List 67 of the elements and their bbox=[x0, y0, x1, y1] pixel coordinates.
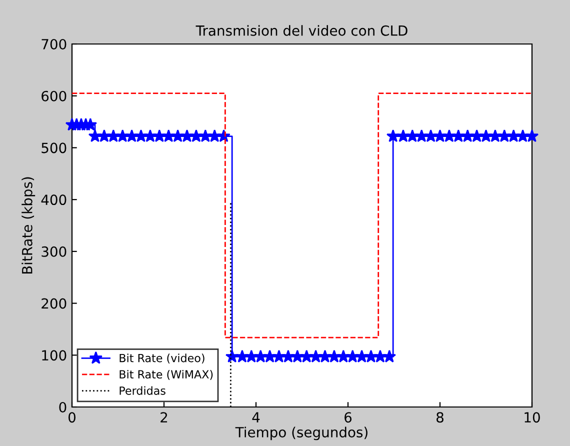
point bbox=[144, 129, 157, 142]
point bbox=[328, 350, 341, 362]
point bbox=[516, 129, 530, 142]
point bbox=[171, 129, 184, 142]
point bbox=[414, 129, 428, 142]
y-tick-label: 300 bbox=[42, 246, 66, 257]
point bbox=[272, 350, 286, 362]
x-tick-label: 2 bbox=[160, 412, 168, 422]
legend-label: Bit Rate (video) bbox=[120, 354, 204, 364]
point bbox=[300, 350, 314, 362]
y-tick-label: 700 bbox=[42, 38, 66, 50]
y-tick-label: 400 bbox=[41, 194, 66, 206]
point bbox=[208, 129, 222, 142]
point bbox=[424, 129, 438, 142]
point bbox=[152, 129, 166, 142]
point bbox=[525, 129, 539, 142]
point bbox=[282, 350, 295, 362]
point bbox=[498, 129, 512, 142]
x-tick-label: 8 bbox=[436, 412, 444, 423]
point bbox=[479, 129, 493, 142]
legend-label: Bit Rate (WiMAX) bbox=[120, 370, 213, 380]
point bbox=[244, 350, 258, 362]
point bbox=[386, 129, 400, 142]
point bbox=[88, 129, 102, 142]
point bbox=[364, 350, 378, 362]
point bbox=[290, 350, 304, 362]
y-axis-title: BitRate (kbps) bbox=[22, 177, 36, 274]
legend-label: Perdidas bbox=[120, 386, 166, 395]
point bbox=[106, 129, 120, 142]
point bbox=[470, 129, 484, 142]
point bbox=[134, 129, 148, 142]
point bbox=[460, 129, 474, 142]
point bbox=[433, 129, 447, 142]
point bbox=[309, 350, 322, 362]
y-tick-label: 100 bbox=[42, 350, 66, 361]
point bbox=[442, 129, 456, 142]
x-axis-title: Tiempo (segundos) bbox=[235, 426, 368, 440]
x-tick-label: 0 bbox=[68, 412, 76, 423]
x-tick-label: 4 bbox=[252, 412, 260, 422]
point bbox=[488, 129, 502, 142]
y-tick-label: 0 bbox=[59, 402, 66, 412]
point bbox=[374, 350, 387, 362]
point bbox=[198, 129, 212, 142]
point bbox=[452, 129, 466, 142]
point bbox=[263, 350, 276, 362]
point bbox=[506, 129, 520, 142]
point bbox=[236, 350, 249, 362]
y-tick-label: 600 bbox=[42, 90, 66, 102]
point bbox=[346, 350, 360, 362]
y-tick-label: 500 bbox=[42, 142, 66, 154]
point bbox=[254, 350, 268, 362]
y-tick-label: 200 bbox=[42, 298, 66, 309]
x-tick-label: 6 bbox=[344, 412, 352, 423]
point bbox=[336, 350, 350, 362]
point bbox=[116, 129, 130, 142]
chart-title: Transmision del video con CLD bbox=[196, 25, 408, 36]
point bbox=[190, 129, 203, 142]
point bbox=[318, 350, 332, 362]
x-tick-label: 10 bbox=[524, 412, 540, 423]
point bbox=[162, 129, 176, 142]
point bbox=[406, 129, 420, 142]
point bbox=[396, 129, 410, 142]
point bbox=[125, 129, 138, 142]
point bbox=[382, 350, 396, 362]
point bbox=[180, 129, 194, 142]
point bbox=[98, 129, 111, 142]
point bbox=[355, 350, 368, 362]
